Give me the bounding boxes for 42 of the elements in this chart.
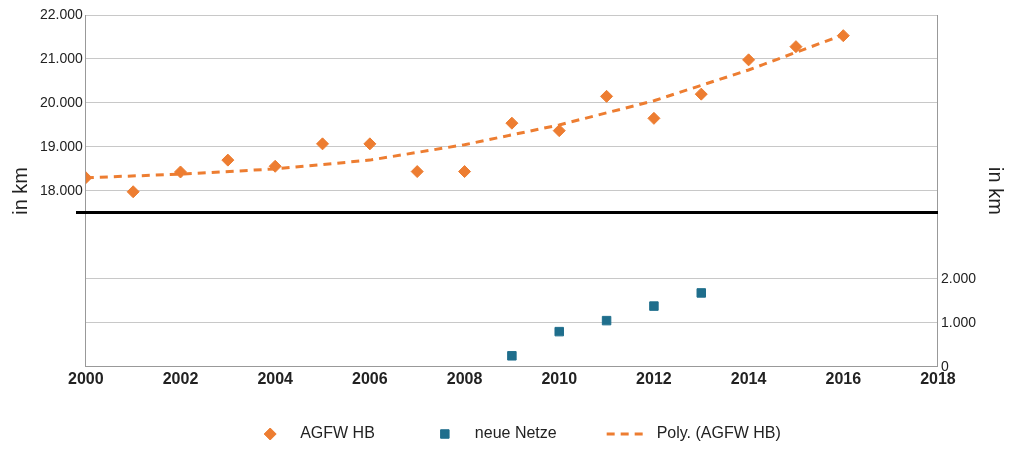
y-tick-label: 21.000 [39, 49, 84, 66]
x-tick-label: 2010 [541, 369, 578, 387]
x-tick-label: 2008 [446, 369, 483, 387]
point [696, 288, 706, 298]
point [126, 185, 140, 199]
point [552, 124, 566, 138]
y2-tick-label: 1.000 [940, 313, 977, 330]
legend-label: AGFW HB [300, 424, 375, 442]
point [221, 153, 235, 167]
y2-axis-title: in km [985, 167, 1008, 215]
point [174, 165, 187, 179]
y-axis-title: in km [8, 167, 31, 215]
point [458, 165, 472, 179]
legend-label: neue Netze [474, 424, 557, 442]
x-tick-label: 2016 [825, 369, 862, 387]
y-tick-label: 18.000 [39, 181, 84, 198]
y2-tick-label: 2.000 [940, 269, 977, 286]
point [507, 351, 517, 361]
y-tick-label: 19.000 [39, 137, 84, 154]
point [600, 89, 614, 103]
x-tick-label: 2004 [257, 369, 294, 387]
point [836, 29, 850, 43]
point [505, 116, 519, 130]
point [694, 87, 708, 101]
point [554, 326, 564, 337]
x-tick-label: 2014 [730, 369, 767, 387]
point [601, 315, 612, 326]
point [647, 111, 661, 125]
x-tick-label: 2000 [68, 369, 104, 387]
point [363, 137, 377, 151]
point [742, 53, 756, 67]
x-tick-label: 2006 [352, 369, 388, 387]
point [316, 137, 330, 151]
point [789, 40, 803, 54]
y-tick-label: 22.000 [39, 5, 84, 22]
point [410, 165, 424, 179]
x-tick-label: 2002 [162, 369, 199, 387]
point [649, 301, 659, 311]
point [268, 159, 282, 173]
y-tick-label: 20.000 [39, 93, 84, 110]
legend-label: Poly. (AGFW HB) [656, 424, 781, 442]
x-tick-label: 2012 [636, 369, 672, 387]
